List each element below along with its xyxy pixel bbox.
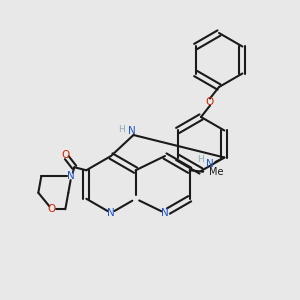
Text: N: N [161, 208, 169, 218]
Text: O: O [48, 204, 56, 214]
Text: O: O [206, 97, 214, 107]
Text: N: N [68, 171, 75, 181]
Text: N: N [206, 159, 213, 169]
Text: H: H [196, 154, 203, 164]
Text: O: O [61, 150, 69, 160]
Text: N: N [107, 208, 115, 218]
Text: Me: Me [209, 167, 224, 177]
Text: H: H [118, 124, 125, 134]
Text: N: N [128, 125, 136, 136]
